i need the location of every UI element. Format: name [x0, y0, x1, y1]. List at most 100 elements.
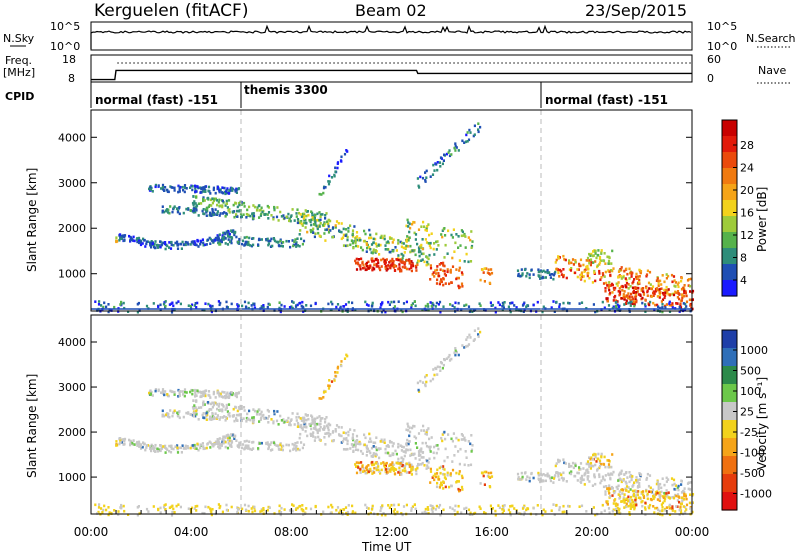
- power-cell: [597, 249, 600, 252]
- velocity-cell: [171, 414, 174, 418]
- velocity-cell: [634, 502, 637, 505]
- velocity-cell: [401, 463, 404, 467]
- velocity-cell: [260, 416, 263, 420]
- power-cell: [222, 231, 225, 235]
- power-cell: [613, 288, 616, 291]
- velocity-cell: [640, 492, 643, 495]
- velocity-cell: [288, 423, 291, 427]
- velocity-cell: [372, 441, 375, 444]
- velocity-cell: [658, 494, 661, 498]
- power-cell: [672, 275, 676, 278]
- power-cell: [236, 305, 240, 308]
- velocity-cell: [217, 405, 220, 408]
- power-cell: [226, 243, 230, 246]
- power-cell: [135, 238, 138, 241]
- power-cell: [457, 235, 460, 238]
- power-cell: [427, 309, 430, 312]
- power-cell: [314, 221, 317, 225]
- power-cell: [194, 202, 197, 205]
- velocity-cell: [122, 504, 125, 508]
- velocity-cell: [127, 513, 130, 516]
- velocity-colorbar-tick-label: -500: [740, 467, 765, 480]
- velocity-cell: [460, 438, 463, 441]
- power-cell: [183, 186, 187, 190]
- velocity-cell: [632, 505, 635, 509]
- power-cell: [634, 299, 637, 302]
- velocity-cell: [467, 343, 471, 346]
- power-cell: [318, 192, 321, 196]
- power-cell: [411, 249, 414, 252]
- power-cell: [410, 269, 413, 273]
- velocity-cell: [377, 468, 380, 472]
- power-cell: [628, 277, 631, 280]
- velocity-cell: [325, 424, 329, 427]
- velocity-cell: [352, 438, 355, 442]
- velocity-cell: [278, 509, 281, 513]
- power-cell: [212, 186, 215, 190]
- velocity-cell: [322, 391, 326, 394]
- velocity-cell: [593, 474, 596, 478]
- velocity-cell: [429, 481, 432, 484]
- velocity-cell: [236, 419, 239, 422]
- velocity-cell: [131, 441, 134, 445]
- velocity-cell: [442, 363, 445, 367]
- power-cell: [267, 211, 271, 214]
- velocity-cell: [630, 478, 633, 482]
- power-cell: [607, 255, 610, 259]
- power-cell: [433, 169, 436, 172]
- power-cell: [355, 257, 358, 261]
- velocity-cell: [119, 506, 122, 509]
- velocity-cell: [233, 437, 236, 440]
- power-cell: [230, 186, 233, 190]
- velocity-cell: [172, 507, 175, 511]
- power-cell: [291, 239, 294, 242]
- cpid-segment-1: normal (fast) -151: [95, 93, 218, 107]
- velocity-cell: [408, 440, 411, 443]
- power-cell: [454, 144, 457, 148]
- velocity-cell: [421, 461, 424, 465]
- power-cell: [425, 169, 428, 173]
- power-cell: [151, 242, 154, 245]
- power-cell: [546, 269, 549, 272]
- power-cell: [488, 281, 491, 285]
- power-cell: [210, 204, 213, 207]
- power-cell: [262, 305, 265, 309]
- power-cell: [260, 212, 263, 216]
- power-cell: [569, 269, 573, 272]
- velocity-cell: [300, 441, 303, 444]
- velocity-cell: [357, 461, 360, 465]
- velocity-cell: [150, 445, 153, 449]
- velocity-cell: [394, 449, 397, 453]
- power-cell: [515, 306, 518, 309]
- velocity-cell: [597, 457, 600, 461]
- power-cell: [322, 191, 325, 195]
- power-cell: [550, 273, 553, 276]
- power-cell: [452, 228, 455, 231]
- power-cell: [230, 229, 233, 232]
- power-cell: [164, 300, 167, 303]
- velocity-cell: [296, 421, 300, 425]
- power-cell: [192, 211, 195, 214]
- velocity-cell: [222, 435, 225, 439]
- velocity-cell: [550, 509, 553, 512]
- velocity-cell: [625, 488, 628, 492]
- velocity-cell: [225, 393, 228, 396]
- power-cell: [318, 225, 321, 228]
- power-cell: [224, 237, 227, 240]
- power-cell: [588, 276, 591, 280]
- velocity-cell: [244, 508, 248, 512]
- power-cell: [632, 289, 635, 293]
- power-cell: [150, 245, 153, 249]
- power-cell: [233, 215, 236, 219]
- power-cell: [192, 195, 195, 198]
- power-cell: [211, 197, 214, 200]
- velocity-cell: [235, 439, 238, 442]
- power-cell: [102, 305, 105, 309]
- power-cell: [648, 287, 651, 290]
- power-cell: [245, 212, 248, 216]
- power-cell: [319, 222, 322, 225]
- velocity-cell: [253, 509, 257, 513]
- power-cell: [501, 301, 504, 305]
- power-cell: [127, 310, 130, 313]
- power-cell: [313, 217, 316, 221]
